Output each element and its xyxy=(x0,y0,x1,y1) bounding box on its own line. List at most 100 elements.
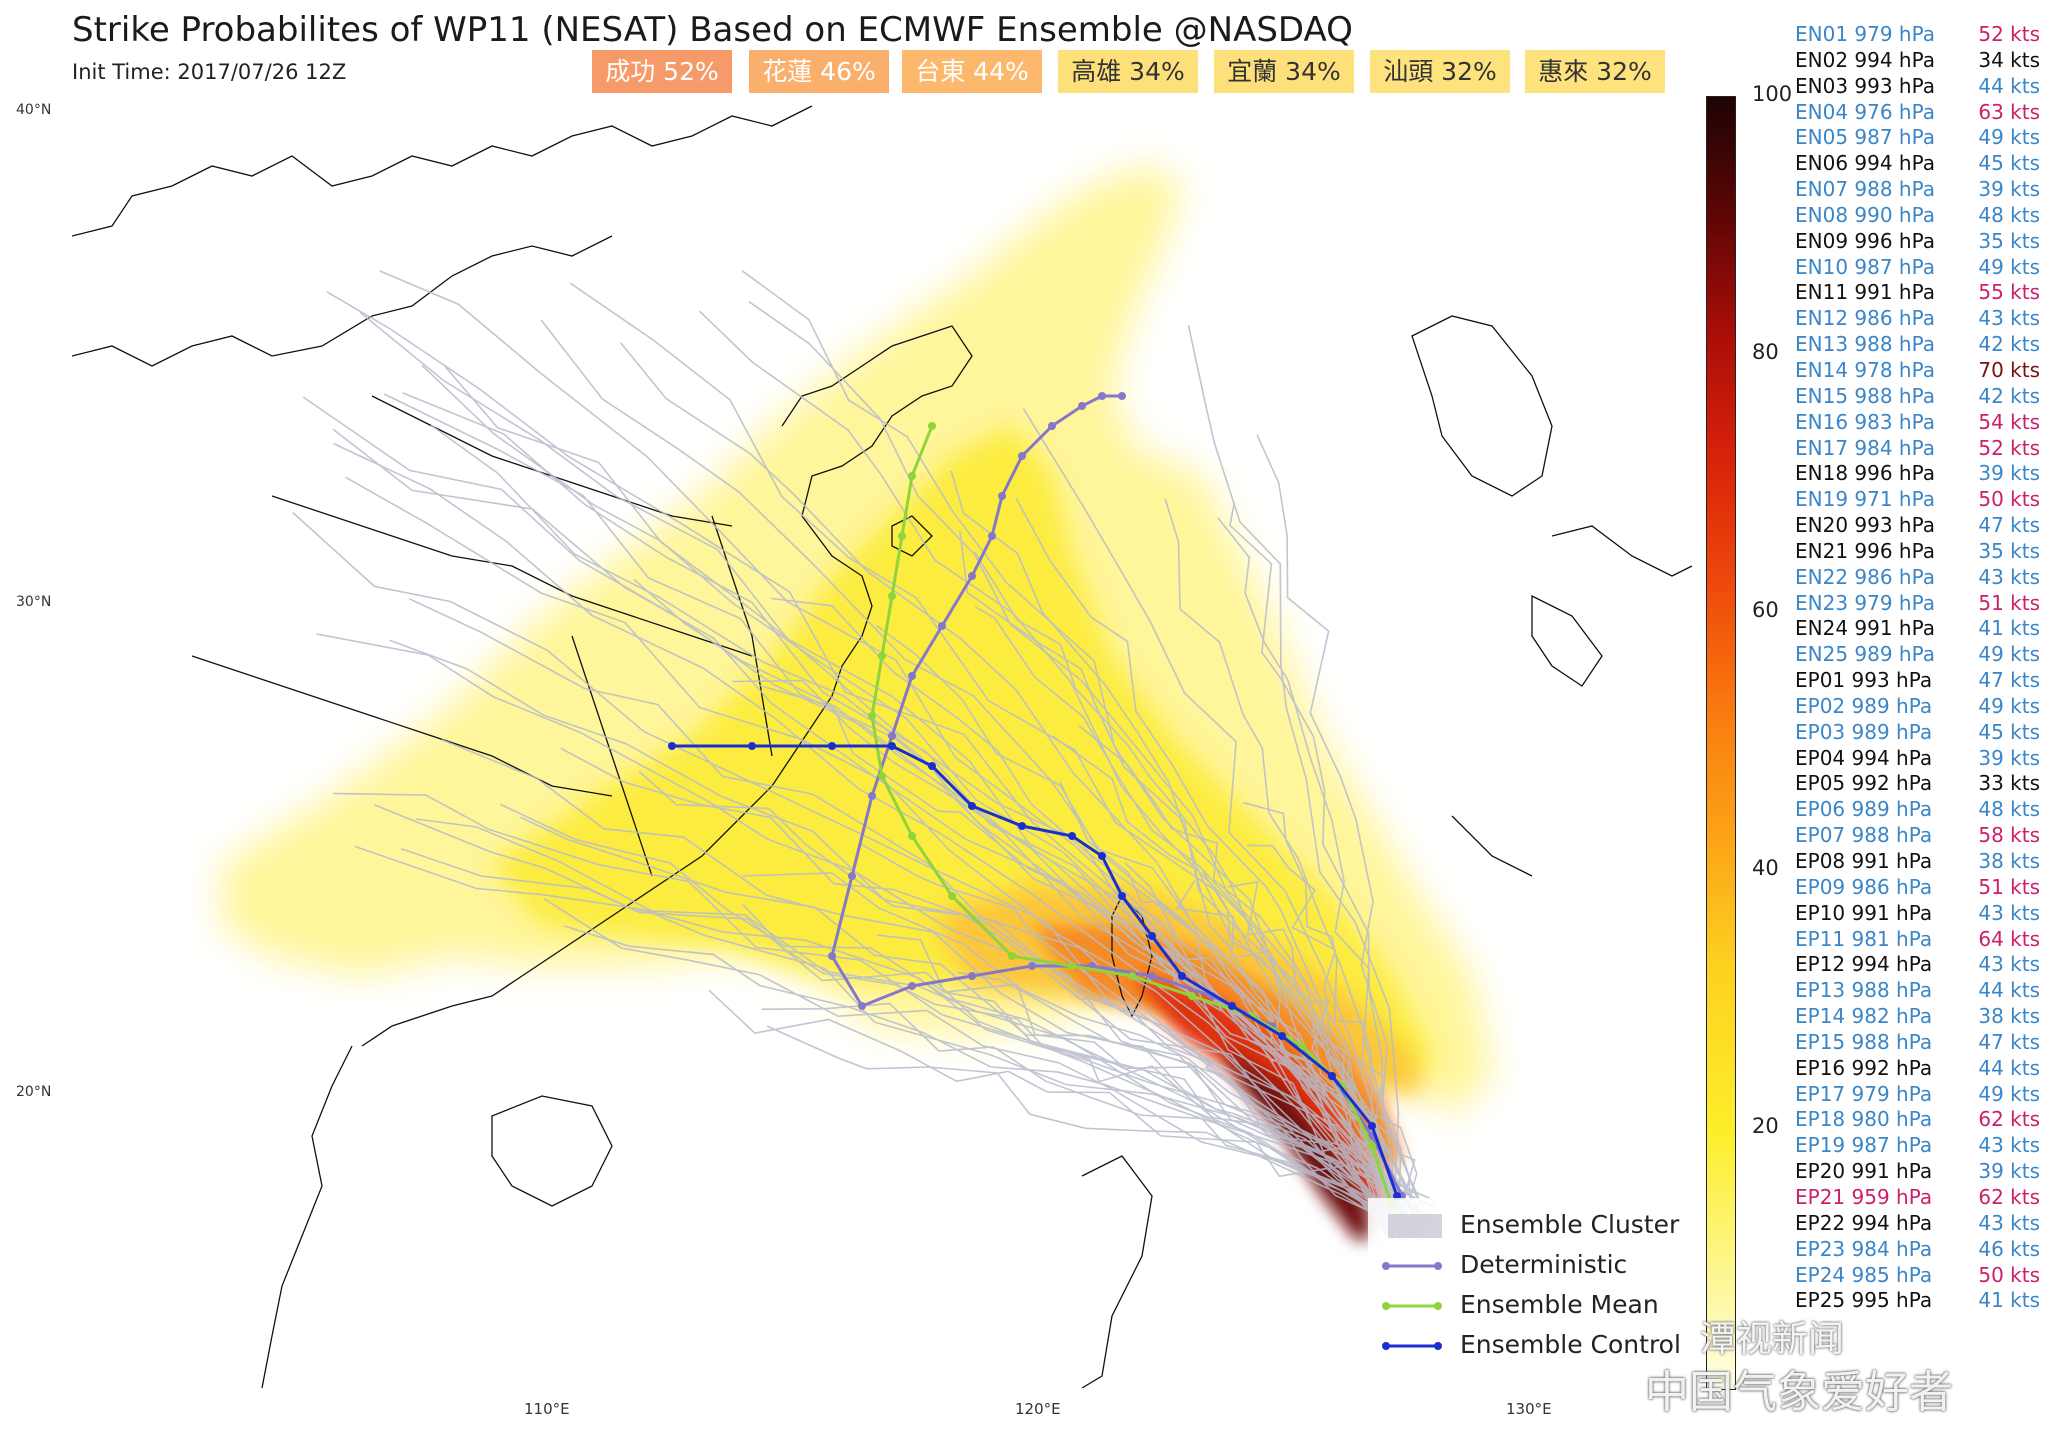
member-wind: 38 kts xyxy=(1978,1004,2040,1029)
track-point xyxy=(1178,972,1186,980)
member-pressure: EN01 979 hPa xyxy=(1795,22,1936,46)
member-wind: 45 kts xyxy=(1978,151,2040,176)
member-row: EP01 993 hPa 47 kts xyxy=(1795,668,2040,694)
member-wind: 46 kts xyxy=(1978,1236,2040,1261)
cluster-track xyxy=(408,597,1403,1230)
legend-label: Ensemble Control xyxy=(1460,1330,1681,1359)
member-row: EP04 994 hPa 39 kts xyxy=(1795,746,2040,772)
lat-label-30n: 30°N xyxy=(16,594,52,610)
member-row: EP12 994 hPa 43 kts xyxy=(1795,952,2040,978)
cluster-track xyxy=(959,530,1404,1221)
member-pressure: EP04 994 hPa xyxy=(1795,745,1933,770)
legend-line-swatch xyxy=(1382,1342,1442,1350)
member-wind: 39 kts xyxy=(1978,1159,2040,1184)
track-point xyxy=(998,492,1006,500)
track-point xyxy=(968,572,976,580)
legend-label: Ensemble Cluster xyxy=(1460,1210,1680,1239)
member-pressure: EP18 980 hPa xyxy=(1795,1107,1933,1132)
member-row: EN13 988 hPa 42 kts xyxy=(1795,332,2040,358)
member-row: EP15 988 hPa 47 kts xyxy=(1795,1030,2040,1056)
colorbar-tick-80: 80 xyxy=(1752,340,1779,364)
track-point xyxy=(858,1002,866,1010)
legend-label: Ensemble Mean xyxy=(1460,1290,1659,1319)
member-wind: 34 kts xyxy=(1978,47,2040,72)
member-row: EP24 985 hPa 50 kts xyxy=(1795,1263,2040,1289)
ensemble-mean-track xyxy=(868,422,1396,1210)
cluster-track xyxy=(766,1025,1413,1239)
member-pressure: EN15 988 hPa xyxy=(1795,383,1936,408)
cluster-track xyxy=(302,396,1407,1207)
city-chip: 成功 52% xyxy=(592,50,732,93)
member-pressure: EP01 993 hPa xyxy=(1795,668,1933,693)
cluster-track xyxy=(771,597,1397,1202)
member-wind: 47 kts xyxy=(1978,668,2040,693)
track-point xyxy=(878,652,886,660)
member-wind: 51 kts xyxy=(1978,590,2040,615)
member-row: EN09 996 hPa 35 kts xyxy=(1795,229,2040,255)
cluster-track xyxy=(1015,497,1420,1209)
member-pressure: EP14 982 hPa xyxy=(1795,1004,1933,1029)
member-row: EN22 986 hPa 43 kts xyxy=(1795,565,2040,591)
member-row: EP06 989 hPa 48 kts xyxy=(1795,797,2040,823)
member-pressure: EP13 988 hPa xyxy=(1795,978,1933,1003)
member-wind: 39 kts xyxy=(1978,177,2040,202)
probability-colorbar xyxy=(1706,96,1736,1390)
track-point xyxy=(748,742,756,750)
track-point xyxy=(1078,402,1086,410)
member-row: EP11 981 hPa 64 kts xyxy=(1795,927,2040,953)
member-wind: 43 kts xyxy=(1978,1133,2040,1158)
cluster-track xyxy=(1243,801,1412,1211)
member-wind: 44 kts xyxy=(1978,73,2040,98)
track-point xyxy=(1368,1122,1376,1130)
track-point xyxy=(668,742,676,750)
member-wind: 62 kts xyxy=(1978,1107,2040,1132)
cluster-track xyxy=(540,319,1413,1223)
member-pressure: EP16 992 hPa xyxy=(1795,1055,1933,1080)
member-wind: 49 kts xyxy=(1978,693,2040,718)
member-pressure: EP24 985 hPa xyxy=(1795,1262,1933,1287)
member-wind: 42 kts xyxy=(1978,383,2040,408)
member-row: EP13 988 hPa 44 kts xyxy=(1795,978,2040,1004)
member-row: EN03 993 hPa 44 kts xyxy=(1795,74,2040,100)
member-pressure: EN19 971 hPa xyxy=(1795,487,1936,512)
track-point xyxy=(1098,852,1106,860)
member-pressure: EN14 978 hPa xyxy=(1795,357,1936,382)
member-row: EP14 982 hPa 38 kts xyxy=(1795,1004,2040,1030)
member-row: EP17 979 hPa 49 kts xyxy=(1795,1082,2040,1108)
member-pressure: EN04 976 hPa xyxy=(1795,99,1936,124)
cluster-track xyxy=(1164,498,1381,1208)
track-point xyxy=(1148,932,1156,940)
member-wind: 42 kts xyxy=(1978,332,2040,357)
cluster-track xyxy=(1256,434,1419,1201)
member-wind: 47 kts xyxy=(1978,513,2040,538)
track-point xyxy=(868,712,876,720)
member-row: EN23 979 hPa 51 kts xyxy=(1795,591,2040,617)
cluster-track xyxy=(930,982,1408,1230)
cluster-track xyxy=(333,442,1407,1241)
member-row: EN16 983 hPa 54 kts xyxy=(1795,410,2040,436)
cluster-track xyxy=(974,606,1405,1208)
colorbar-tick-20: 20 xyxy=(1752,1114,1779,1138)
member-wind: 39 kts xyxy=(1978,745,2040,770)
member-row: EN24 991 hPa 41 kts xyxy=(1795,616,2040,642)
member-row: EP08 991 hPa 38 kts xyxy=(1795,849,2040,875)
member-row: EN06 994 hPa 45 kts xyxy=(1795,151,2040,177)
cluster-track xyxy=(619,342,1393,1199)
lon-label-130e: 130°E xyxy=(1506,1400,1552,1418)
legend-label: Deterministic xyxy=(1460,1250,1628,1279)
member-wind: 49 kts xyxy=(1978,1081,2040,1106)
member-pressure: EP08 991 hPa xyxy=(1795,849,1933,873)
track-point xyxy=(968,802,976,810)
member-row: EP16 992 hPa 44 kts xyxy=(1795,1056,2040,1082)
member-wind: 49 kts xyxy=(1978,125,2040,150)
member-row: EN18 996 hPa 39 kts xyxy=(1795,461,2040,487)
member-wind: 62 kts xyxy=(1978,1184,2040,1209)
cluster-track xyxy=(748,301,1383,1216)
member-wind: 44 kts xyxy=(1978,1055,2040,1080)
city-chip: 惠來 32% xyxy=(1525,50,1665,93)
chart-title: Strike Probabilites of WP11 (NESAT) Base… xyxy=(72,10,1353,50)
legend-line-swatch xyxy=(1382,1262,1442,1270)
track-point xyxy=(968,972,976,980)
member-wind: 52 kts xyxy=(1978,435,2040,460)
track-point xyxy=(988,532,996,540)
